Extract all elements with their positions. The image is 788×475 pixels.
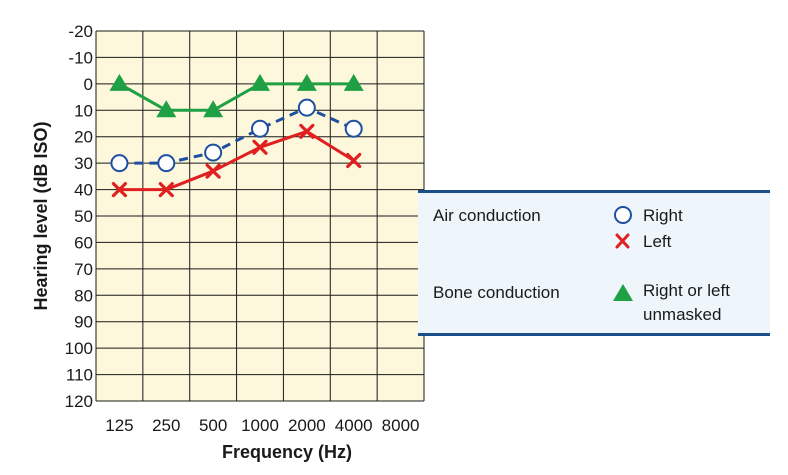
legend-bone-conduction: Bone conduction <box>433 283 560 302</box>
y-tick-label: 120 <box>65 392 93 411</box>
data-point-triangle <box>296 73 317 91</box>
series-line <box>119 129 355 192</box>
y-tick-label: 110 <box>66 366 93 385</box>
x-tick-label: 4000 <box>335 416 373 435</box>
x-tick-label: 8000 <box>382 416 420 435</box>
legend-box <box>418 192 770 335</box>
data-point-triangle <box>250 73 270 91</box>
data-point-circle <box>204 143 223 162</box>
data-point-x <box>158 181 174 198</box>
data-point-circle <box>110 154 129 173</box>
legend-bone-label-line1: Right or left <box>643 281 730 300</box>
y-tick-label: 50 <box>74 207 93 226</box>
y-tick-label: 10 <box>74 101 93 120</box>
x-tick-label: 250 <box>152 416 180 435</box>
y-tick-label: -10 <box>68 48 93 67</box>
x-tick-label: 125 <box>105 416 133 435</box>
y-tick-label: 80 <box>74 286 93 305</box>
legend-right-marker <box>614 206 632 224</box>
y-axis-title: Hearing level (dB ISO) <box>31 121 51 310</box>
data-point-circle <box>344 119 363 138</box>
data-point-x <box>111 181 128 198</box>
legend-bottom-border <box>418 333 770 336</box>
legend-bone-marker <box>613 284 633 301</box>
data-point-x <box>252 139 268 155</box>
data-point-x <box>205 163 221 179</box>
y-tick-label: 40 <box>74 181 93 200</box>
legend-air-conduction: Air conduction <box>433 206 541 225</box>
data-point-triangle <box>109 73 130 91</box>
y-tick-label: 70 <box>74 260 93 279</box>
legend: Air conduction Right Left Bone conductio… <box>418 190 770 336</box>
y-tick-label: 60 <box>74 233 93 252</box>
x-axis-title: Frequency (Hz) <box>222 442 352 462</box>
x-tick-label: 2000 <box>288 416 326 435</box>
legend-top-border <box>418 190 770 193</box>
x-tick-label: 500 <box>199 416 227 435</box>
y-tick-label: 100 <box>65 339 93 358</box>
y-tick-label: 90 <box>74 313 93 332</box>
data-point-triangle <box>203 100 224 118</box>
y-tick-label: -20 <box>68 22 93 41</box>
legend-right-label: Right <box>643 206 683 225</box>
x-tick-labels: 125 250 500 1000 2000 4000 8000 <box>105 416 419 435</box>
data-point-x <box>299 123 315 140</box>
x-tick-label: 1000 <box>241 416 279 435</box>
y-tick-label: 30 <box>74 154 93 173</box>
y-tick-label: 0 <box>84 75 93 94</box>
series-line <box>119 106 355 165</box>
grid <box>95 30 425 402</box>
legend-bone-label-line2: unmasked <box>643 305 721 324</box>
y-tick-label: 20 <box>74 128 93 147</box>
legend-left-label: Left <box>643 232 672 251</box>
data-point-circle <box>157 154 176 173</box>
data-point-x <box>346 152 362 169</box>
series-line <box>118 82 354 112</box>
data-point-triangle <box>343 73 364 91</box>
data-point-circle <box>297 98 316 117</box>
series-layer <box>109 73 364 198</box>
legend-left-marker <box>615 233 630 249</box>
y-tick-labels: -20 -10 0 10 20 30 40 50 60 70 80 90 100 110 120 <box>65 22 93 411</box>
data-point-circle <box>251 119 269 138</box>
data-point-triangle <box>156 100 177 118</box>
